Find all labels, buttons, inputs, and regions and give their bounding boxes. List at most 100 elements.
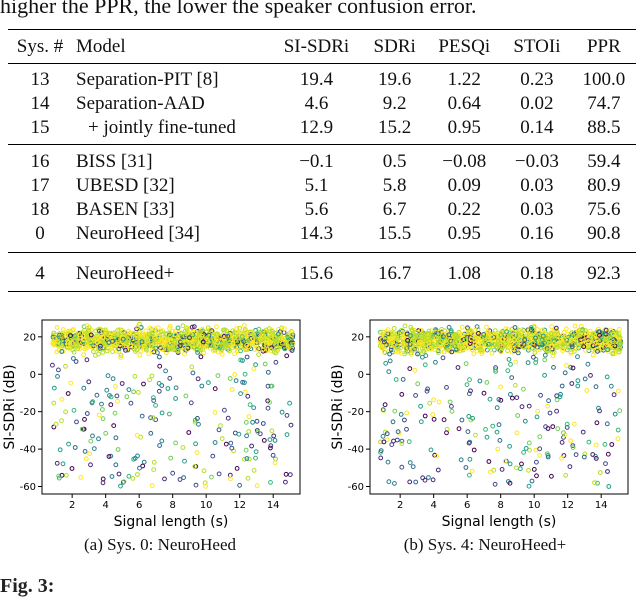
scatter-point (254, 418, 260, 424)
scatter-point (198, 347, 204, 353)
scatter-point (288, 422, 294, 428)
y-tick-label: -60 (20, 482, 36, 493)
table-row: 17 UBESD [32] 5.1 5.8 0.09 0.03 80.9 (8, 174, 636, 198)
scatter-point (195, 350, 201, 355)
scatter-point (243, 347, 249, 352)
scatter-point (617, 341, 623, 347)
scatter-point (189, 337, 195, 343)
scatter-point (595, 336, 600, 341)
scatter-point (611, 392, 617, 398)
scatter-point (472, 340, 478, 346)
table-row: 4 NeuroHeed+ 15.6 16.7 1.08 0.18 92.3 (8, 252, 636, 292)
scatter-point (381, 439, 387, 445)
scatter-point (522, 418, 528, 424)
scatter-point (145, 338, 151, 344)
scatter-point (197, 345, 203, 350)
scatter-point (529, 345, 535, 351)
scatter-point (470, 415, 476, 421)
scatter-point (156, 334, 162, 339)
scatter-point (514, 465, 519, 471)
scatter-point (153, 331, 159, 337)
scatter-point (238, 348, 243, 354)
scatter-point (91, 349, 96, 354)
scatter-point (561, 453, 567, 458)
scatter-point (436, 333, 441, 339)
cell-si-sdri: 15.6 (270, 252, 363, 292)
scatter-point (398, 412, 404, 417)
scatter-point (203, 483, 209, 489)
scatter-point (137, 352, 143, 358)
scatter-point (586, 439, 592, 445)
scatter-point (400, 377, 406, 382)
scatter-point (571, 349, 577, 354)
scatter-point (112, 410, 118, 416)
scatter-point (391, 438, 396, 444)
scatter-point (283, 471, 289, 477)
scatter-point (178, 343, 183, 349)
scatter-point (526, 483, 532, 489)
scatter-point (385, 327, 391, 333)
scatter-point (88, 438, 94, 444)
scatter-point (546, 398, 552, 404)
scatter-point (605, 336, 611, 341)
scatter-point (71, 356, 76, 361)
scatter-point (424, 388, 430, 394)
scatter-point (263, 343, 269, 349)
scatter-point (84, 357, 90, 363)
scatter-point (412, 367, 418, 373)
scatter-point (193, 329, 199, 335)
scatter-point (170, 470, 176, 476)
scatter-point (612, 411, 618, 417)
scatter-point (118, 352, 124, 358)
scatter-point (496, 422, 502, 428)
scatter-point (165, 386, 171, 391)
scatter-point (534, 459, 539, 465)
scatter-point (531, 354, 536, 360)
scatter-point (491, 467, 497, 473)
scatter-point (126, 473, 132, 479)
scatter-point (94, 392, 100, 398)
scatter-point (175, 349, 181, 354)
scatter-point (585, 361, 591, 367)
scatter-point (139, 331, 145, 337)
scatter-point (459, 342, 465, 348)
scatter-point (562, 334, 568, 340)
scatter-point (551, 365, 556, 370)
y-tick-label: -20 (348, 407, 364, 418)
scatter-point (120, 336, 126, 342)
scatter-point (288, 343, 294, 348)
scatter-point (51, 385, 57, 391)
scatter-point (466, 414, 472, 419)
scatter-point (253, 455, 258, 461)
scatter-point (133, 349, 138, 354)
scatter-point (498, 384, 504, 390)
scatter-point (63, 363, 68, 369)
cell-sdri: 5.8 (382, 175, 407, 196)
scatter-point (238, 357, 244, 363)
scatter-point (54, 325, 60, 330)
scatter-point (177, 477, 183, 482)
scatter-point (244, 342, 250, 348)
scatter-point (228, 476, 233, 482)
scatter-point (248, 329, 254, 335)
scatter-point (510, 395, 515, 401)
scatter-point (445, 342, 450, 348)
scatter-point (389, 442, 395, 448)
scatter-point (138, 348, 144, 354)
scatter-point (593, 340, 599, 345)
scatter-point (149, 483, 155, 488)
scatter-point (529, 478, 535, 484)
scatter-point (54, 460, 60, 466)
scatter-point (85, 323, 90, 328)
scatter-point (403, 346, 409, 351)
scatter-point (265, 369, 271, 375)
scatter-point (244, 456, 250, 461)
scatter-point (486, 342, 491, 347)
scatter-point (227, 348, 232, 354)
scatter-point (456, 426, 462, 432)
scatter-point (413, 479, 419, 485)
scatter-point (256, 346, 262, 352)
scatter-point (235, 329, 240, 335)
scatter-point (247, 402, 253, 408)
scatter-point (83, 456, 89, 462)
